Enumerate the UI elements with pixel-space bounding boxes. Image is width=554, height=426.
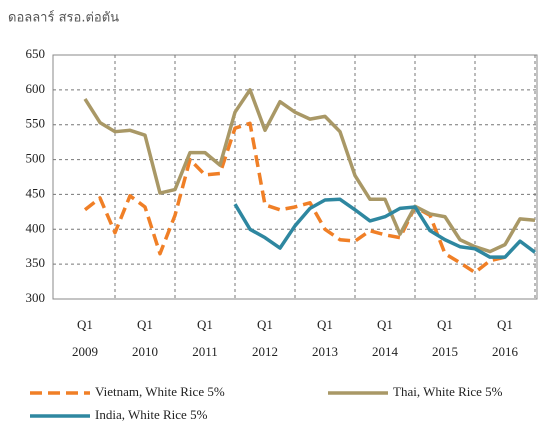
y-tick-label: 300 — [26, 290, 46, 305]
x-tick-label: Q1 — [497, 317, 513, 332]
series-line — [233, 197, 537, 259]
x-tick-label: 2011 — [192, 344, 218, 359]
x-tick-label: Q1 — [197, 317, 213, 332]
y-tick-label: 500 — [26, 151, 46, 166]
y-tick-label: 400 — [26, 220, 46, 235]
series-line — [83, 88, 536, 254]
x-tick-label: 2015 — [432, 344, 458, 359]
x-tick-label: 2012 — [252, 344, 278, 359]
legend-label: Vietnam, White Rice 5% — [95, 384, 225, 399]
x-tick-label: 2009 — [72, 344, 98, 359]
x-tick-label: Q1 — [437, 317, 453, 332]
y-tick-label: 350 — [26, 255, 46, 270]
x-tick-label: 2013 — [312, 344, 338, 359]
x-tick-label: 2010 — [132, 344, 158, 359]
x-tick-label: Q1 — [137, 317, 153, 332]
y-tick-label: 650 — [26, 46, 46, 61]
legend-label: India, White Rice 5% — [95, 407, 208, 422]
y-tick-label: 600 — [26, 81, 46, 96]
x-tick-label: Q1 — [377, 317, 393, 332]
y-tick-label: 550 — [26, 116, 46, 131]
x-tick-label: Q1 — [77, 317, 93, 332]
legend-label: Thai, White Rice 5% — [393, 384, 503, 399]
x-tick-label: Q1 — [257, 317, 273, 332]
chart-title: ดอลลาร์ สรอ.ต่อตัน — [8, 10, 119, 26]
x-tick-label: Q1 — [317, 317, 333, 332]
x-tick-label: 2016 — [492, 344, 519, 359]
series-line — [83, 121, 506, 275]
y-tick-label: 450 — [26, 185, 46, 200]
x-tick-label: 2014 — [372, 344, 399, 359]
